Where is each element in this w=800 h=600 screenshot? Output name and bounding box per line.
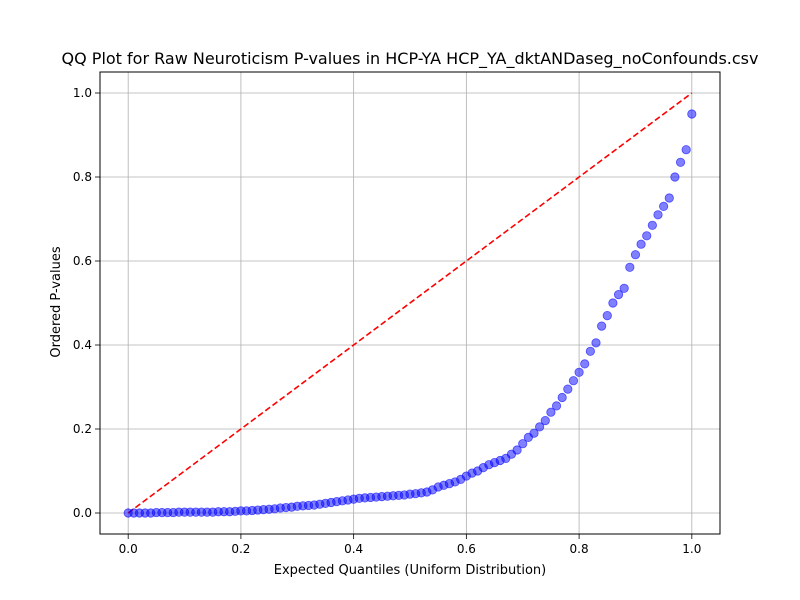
x-axis-label: Expected Quantiles (Uniform Distribution… (274, 563, 546, 578)
y-tick-label: 1.0 (73, 86, 92, 100)
data-point (625, 262, 635, 272)
data-point (551, 401, 562, 411)
data-point (563, 384, 573, 394)
data-point (670, 172, 680, 182)
data-point (597, 321, 607, 331)
data-point (664, 193, 674, 203)
x-tick-label: 0.0 (119, 542, 138, 556)
x-tick-label: 0.2 (231, 542, 250, 556)
data-point (675, 157, 686, 167)
data-point (568, 376, 579, 386)
y-tick-label: 0.0 (73, 506, 92, 520)
axes-frame (99, 71, 721, 535)
data-point (591, 338, 601, 348)
data-point (636, 239, 646, 249)
x-tick-label: 0.4 (344, 542, 363, 556)
data-point (540, 415, 550, 426)
data-point (681, 145, 691, 155)
data-point (619, 283, 629, 293)
y-tick-label: 0.2 (73, 422, 92, 436)
data-point (574, 367, 584, 377)
data-point (518, 439, 528, 449)
data-point (557, 392, 567, 403)
data-points (123, 109, 697, 518)
x-tick-label: 0.8 (570, 542, 589, 556)
chart-title: QQ Plot for Raw Neuroticism P-values in … (62, 49, 759, 69)
data-point (630, 250, 641, 260)
x-tick-label: 0.6 (457, 542, 476, 556)
data-point (602, 310, 612, 321)
data-point (585, 346, 595, 356)
y-tick-label: 0.6 (73, 254, 92, 268)
axis-ticks: 0.0 0.2 0.4 0.6 0.8 1.0 0.0 0.2 0.4 0.6 0.8 1.0 (73, 86, 701, 556)
data-point (613, 289, 624, 300)
y-axis-label: Ordered P-values (49, 246, 64, 357)
data-point (659, 201, 669, 211)
y-tick-label: 0.4 (73, 338, 92, 352)
data-point (580, 359, 590, 369)
data-point (535, 422, 545, 432)
x-tick-label: 1.0 (682, 542, 701, 556)
data-point (546, 407, 556, 417)
y-tick-label: 0.8 (73, 170, 92, 184)
data-point (529, 428, 539, 438)
reference-line (127, 92, 693, 514)
data-point (642, 231, 652, 241)
data-point (687, 109, 697, 119)
data-point (512, 445, 522, 455)
data-point (608, 298, 618, 308)
data-point (653, 210, 663, 220)
data-point (647, 220, 657, 230)
